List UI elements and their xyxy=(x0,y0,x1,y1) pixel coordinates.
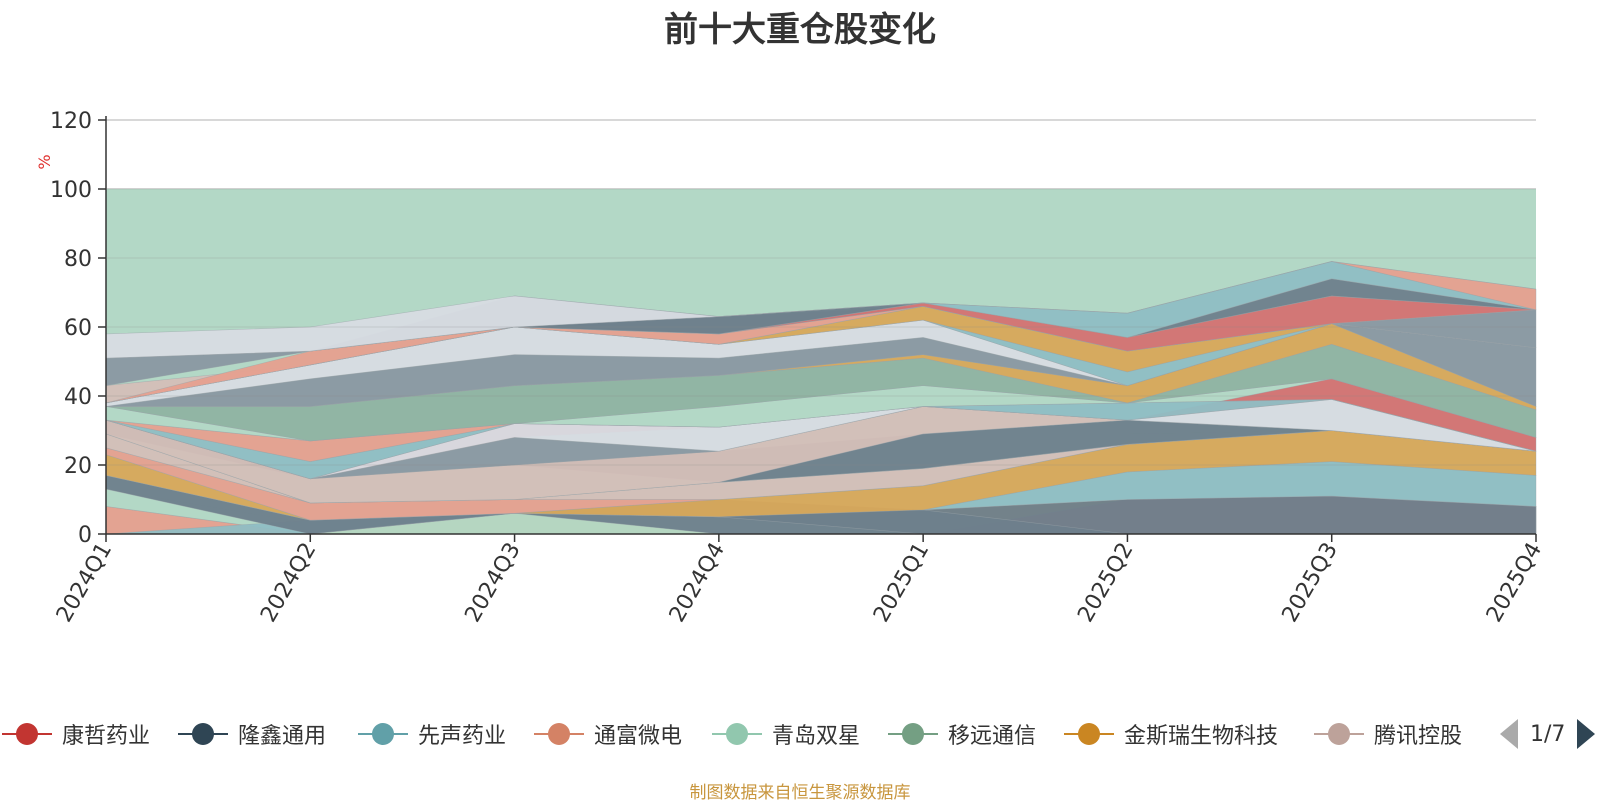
legend-item[interactable]: 先声药业 xyxy=(358,714,506,754)
legend-item[interactable]: 康哲药业 xyxy=(2,714,150,754)
legend-marker-icon xyxy=(888,719,938,749)
legend-marker-icon xyxy=(1064,719,1114,749)
legend-pager: 1/7 xyxy=(1500,718,1596,750)
y-tick-label: 60 xyxy=(64,316,92,341)
x-tick-label: 2024Q4 xyxy=(665,539,730,627)
legend-item[interactable]: 腾讯控股 xyxy=(1314,714,1462,754)
x-tick-label: 2024Q3 xyxy=(460,539,525,627)
chart-title: 前十大重仓股变化 xyxy=(664,10,936,50)
legend-marker-icon xyxy=(1314,719,1364,749)
legend-marker-dot xyxy=(1078,723,1100,745)
legend-label: 青岛双星 xyxy=(772,724,861,749)
legend-marker-icon xyxy=(178,719,228,749)
legend-marker-dot xyxy=(902,723,924,745)
legend-label: 通富微电 xyxy=(594,724,683,749)
legend-marker-dot xyxy=(372,723,394,745)
y-tick-label: 100 xyxy=(50,178,92,203)
x-tick-label: 2025Q2 xyxy=(1073,539,1138,627)
legend-item[interactable]: 青岛双星 xyxy=(712,714,860,754)
legend-page-indicator: 1/7 xyxy=(1530,721,1566,747)
legend-marker-icon xyxy=(712,719,762,749)
x-tick-label: 2025Q3 xyxy=(1278,539,1343,627)
x-tick-label: 2024Q1 xyxy=(52,539,117,627)
legend-label: 金斯瑞生物科技 xyxy=(1124,724,1279,749)
area-layer-ah xyxy=(105,261,1537,359)
legend-item[interactable]: 金斯瑞生物科技 xyxy=(1064,714,1278,754)
legend-label: 康哲药业 xyxy=(62,724,151,749)
legend-marker-icon xyxy=(534,719,584,749)
y-tick-label: 20 xyxy=(64,454,92,479)
legend-label: 腾讯控股 xyxy=(1374,724,1463,749)
axes xyxy=(98,116,1537,542)
data-source-note: 制图数据来自恒生聚源数据库 xyxy=(689,783,911,803)
legend-marker-dot xyxy=(192,723,214,745)
legend-item[interactable]: 隆鑫通用 xyxy=(178,714,326,754)
legend-marker-dot xyxy=(548,723,570,745)
y-tick-label: 0 xyxy=(78,523,92,548)
legend-label: 隆鑫通用 xyxy=(238,724,327,749)
x-tick-label: 2025Q4 xyxy=(1482,539,1547,627)
legend-marker-icon xyxy=(358,719,408,749)
legend-marker-dot xyxy=(16,723,38,745)
legend-label: 先声药业 xyxy=(418,724,507,749)
area-layers xyxy=(105,189,1537,535)
legend: 康哲药业 隆鑫通用 先声药业 通富微电 青岛双星 移远通信 金斯瑞生物科技 腾讯控股 xyxy=(0,714,1600,754)
previous-page-icon[interactable] xyxy=(1500,719,1518,749)
legend-item[interactable]: 通富微电 xyxy=(534,714,682,754)
next-page-icon[interactable] xyxy=(1577,719,1596,749)
legend-marker-dot xyxy=(726,723,748,745)
x-tick-label: 2024Q2 xyxy=(256,539,321,627)
y-tick-label: 120 xyxy=(50,109,92,134)
x-tick-label: 2025Q1 xyxy=(869,539,934,627)
legend-marker-dot xyxy=(1328,723,1350,745)
legend-label: 移远通信 xyxy=(948,724,1037,749)
legend-marker-icon xyxy=(2,719,52,749)
y-tick-label: 80 xyxy=(64,247,92,272)
legend-item[interactable]: 移远通信 xyxy=(888,714,1036,754)
y-tick-label: 40 xyxy=(64,385,92,410)
y-axis-unit: % xyxy=(35,154,54,169)
